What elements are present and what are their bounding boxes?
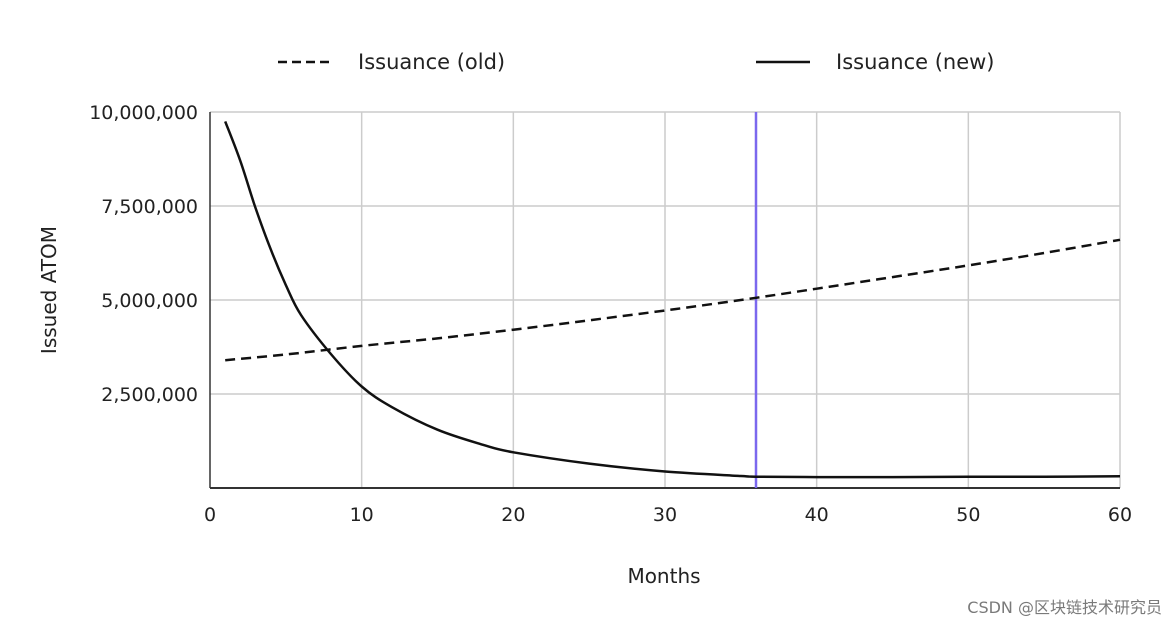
y-tick-label-10000000: 10,000,000 <box>89 102 198 124</box>
x-tick-label-20: 20 <box>501 504 525 526</box>
y-tick-label-2500000: 2,500,000 <box>101 384 198 406</box>
y-axis-title: Issued ATOM <box>37 226 61 354</box>
x-tick-label-50: 50 <box>956 504 980 526</box>
y-tick-label-7500000: 7,500,000 <box>101 196 198 218</box>
x-tick-label-60: 60 <box>1108 504 1132 526</box>
legend-label-new: Issuance (new) <box>836 50 995 74</box>
series-line-old <box>225 238 1121 362</box>
legend-label-old: Issuance (old) <box>358 50 505 74</box>
x-tick-label-40: 40 <box>805 504 829 526</box>
x-axis-title: Months <box>627 564 700 588</box>
x-tick-label-10: 10 <box>350 504 374 526</box>
y-tick-label-5000000: 5,000,000 <box>101 290 198 312</box>
series-line-new <box>224 120 1121 479</box>
x-tick-label-30: 30 <box>653 504 677 526</box>
x-tick-label-0: 0 <box>204 504 216 526</box>
watermark-text: CSDN @区块链技术研究员 <box>967 598 1162 617</box>
